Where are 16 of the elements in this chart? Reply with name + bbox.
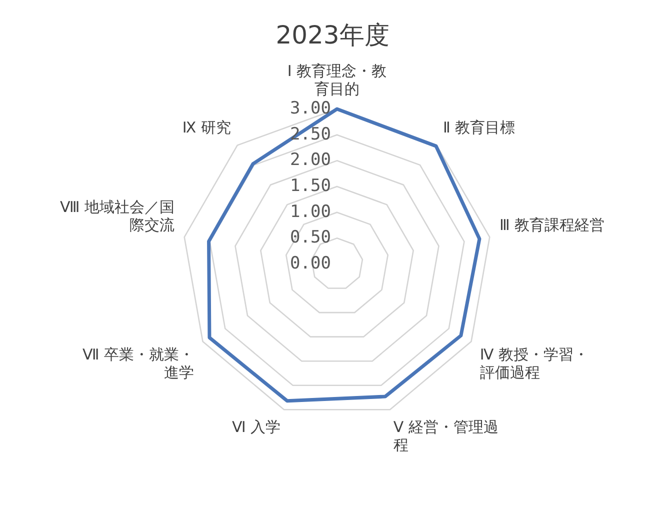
y-tick-label: 0.00 xyxy=(290,253,331,274)
spoke-label: Ⅱ 教育目標 xyxy=(443,118,516,136)
spoke-label: Ⅷ 地域社会／国際交流 xyxy=(60,198,175,234)
spoke-label: Ⅲ 教育課程経営 xyxy=(499,216,605,234)
y-tick-label: 1.00 xyxy=(290,202,331,222)
spoke-label: Ⅴ 経営・管理過程 xyxy=(393,418,498,454)
spoke-label: Ⅵ 入学 xyxy=(232,418,281,436)
y-tick-label: 1.50 xyxy=(290,176,331,196)
spoke-label: Ⅰ 教育理念・教育目的 xyxy=(287,62,387,98)
spoke-label: Ⅸ 研究 xyxy=(182,118,231,136)
y-tick-label: 3.00 xyxy=(290,98,331,118)
y-tick-label: 0.50 xyxy=(290,228,331,248)
spoke-label: Ⅳ 教授・学習・評価過程 xyxy=(480,345,589,382)
y-tick-label: 2.00 xyxy=(290,150,331,170)
spoke-label: Ⅶ 卒業・就業・進学 xyxy=(82,345,194,382)
chart-title: 2023年度 xyxy=(276,20,390,50)
